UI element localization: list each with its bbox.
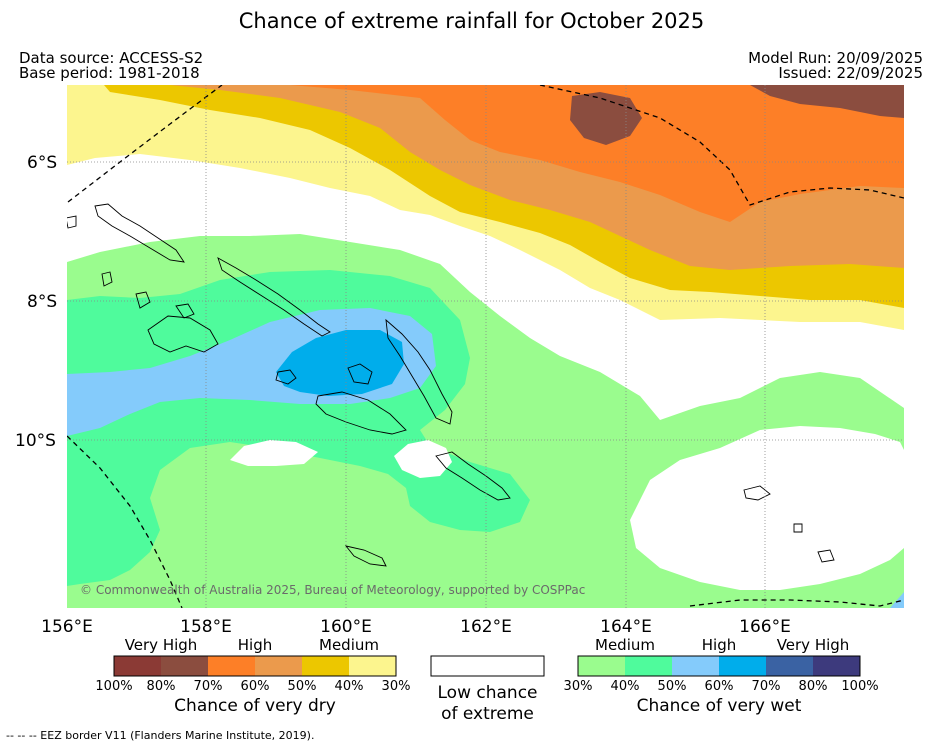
low-chance-hole-2 bbox=[394, 440, 452, 478]
dry-tick-100: 100% bbox=[95, 679, 133, 694]
russell-islands-coast bbox=[275, 369, 297, 385]
santa-isabel-coast bbox=[385, 318, 453, 425]
lat-label-6s: 6°S bbox=[27, 153, 57, 173]
malaita-coast bbox=[435, 451, 511, 501]
chart-title: Chance of extreme rainfall for October 2… bbox=[238, 9, 705, 33]
dry-tick-40: 40% bbox=[334, 679, 364, 694]
dry-swatch-100-80 bbox=[114, 656, 161, 676]
florida-islands-coast bbox=[347, 363, 373, 385]
choiseul-coast bbox=[217, 257, 331, 337]
wet-tick-80: 80% bbox=[798, 679, 828, 694]
dry-swatch-50-40 bbox=[302, 656, 349, 676]
wet-tick-60: 60% bbox=[704, 679, 734, 694]
lon-label-158e: 158°E bbox=[180, 617, 232, 637]
wet-swatch-40-50 bbox=[625, 656, 672, 676]
base-period-text: Base period: 1981-2018 bbox=[19, 64, 200, 82]
dry-swatch-80-70 bbox=[161, 656, 208, 676]
model-run-text: Model Run: 20/09/2025 bbox=[748, 49, 923, 67]
eez-borders bbox=[67, 85, 904, 608]
eez-border-vanuatu-north bbox=[539, 85, 904, 206]
dry-tick-30: 30% bbox=[381, 679, 411, 694]
lat-label-8s: 8°S bbox=[27, 292, 57, 312]
utupua-coast bbox=[793, 523, 803, 533]
wet-colorbar bbox=[577, 655, 861, 677]
lon-label-164e: 164°E bbox=[600, 617, 652, 637]
vella-lavella-coast bbox=[175, 303, 195, 319]
dry-very-high-region-1 bbox=[570, 92, 642, 145]
low-chance-swatch bbox=[430, 655, 545, 677]
wet-swatch-70-80 bbox=[766, 656, 813, 676]
wet-very-wet-core bbox=[276, 330, 404, 396]
dry-legend-title: Chance of very dry bbox=[174, 696, 336, 716]
wet-category-high: High bbox=[701, 636, 737, 654]
dry-high-region bbox=[290, 85, 904, 222]
dry-tick-60: 60% bbox=[240, 679, 270, 694]
santa-cruz-coast bbox=[743, 485, 771, 501]
low-chance-hole-3 bbox=[630, 426, 904, 590]
dry-colorbar bbox=[113, 655, 397, 677]
meta-right: Model Run: 20/09/2025 Issued: 22/09/2025 bbox=[748, 51, 923, 81]
guadalcanal-coast bbox=[315, 391, 407, 435]
dry-very-high-region-2 bbox=[750, 85, 904, 118]
rennell-coast bbox=[344, 545, 387, 567]
shortland-coast bbox=[101, 271, 113, 287]
dry-tick-50: 50% bbox=[287, 679, 317, 694]
wet-swatch-60-70 bbox=[719, 656, 766, 676]
wet-tick-40: 40% bbox=[610, 679, 640, 694]
dry-tick-70: 70% bbox=[193, 679, 223, 694]
wet-tick-100: 100% bbox=[841, 679, 879, 694]
wet-legend-title: Chance of very wet bbox=[636, 696, 802, 716]
dry-tick-80: 80% bbox=[146, 679, 176, 694]
wet-tick-50: 50% bbox=[657, 679, 687, 694]
meta-left: Data source: ACCESS-S2 Base period: 1981… bbox=[19, 51, 203, 81]
wet-swatch-80-100 bbox=[813, 656, 860, 676]
dry-swatch-70-60 bbox=[208, 656, 255, 676]
lon-label-166e: 166°E bbox=[739, 617, 791, 637]
dry-swatch-60-50 bbox=[255, 656, 302, 676]
wet-swatch-30-40 bbox=[578, 656, 625, 676]
low-chance-line1: Low chance bbox=[437, 683, 538, 703]
wet-swatch-50-60 bbox=[672, 656, 719, 676]
gridlines bbox=[67, 85, 904, 608]
dry-category-high: High bbox=[237, 636, 273, 654]
lon-label-156e: 156°E bbox=[41, 617, 93, 637]
lon-label-160e: 160°E bbox=[320, 617, 372, 637]
new-georgia-coast bbox=[147, 315, 219, 353]
ontong-java-coast bbox=[67, 215, 77, 229]
wet-category-medium: Medium bbox=[595, 636, 655, 654]
eez-border-png-south bbox=[67, 435, 183, 608]
copyright-text: © Commonwealth of Australia 2025, Bureau… bbox=[80, 583, 586, 597]
fauro-coast bbox=[135, 291, 151, 309]
vanikoro-coast bbox=[817, 549, 835, 563]
bougainville-coast bbox=[94, 203, 185, 263]
wet-tick-30: 30% bbox=[563, 679, 593, 694]
lat-label-10s: 10°S bbox=[15, 431, 56, 451]
low-chance-hole-1 bbox=[230, 440, 318, 466]
dry-swatch-40-30 bbox=[349, 656, 396, 676]
dry-category-very-high: Very High bbox=[124, 636, 198, 654]
map-area bbox=[67, 85, 904, 608]
lon-label-162e: 162°E bbox=[460, 617, 512, 637]
wet-category-very-high: Very High bbox=[776, 636, 850, 654]
wet-high-corner bbox=[890, 592, 904, 608]
data-source-text: Data source: ACCESS-S2 bbox=[19, 49, 204, 67]
wet-tick-70: 70% bbox=[751, 679, 781, 694]
low-chance-line2: of extreme bbox=[441, 704, 534, 724]
coastlines bbox=[67, 203, 835, 567]
dry-category-medium: Medium bbox=[319, 636, 379, 654]
issued-text: Issued: 22/09/2025 bbox=[778, 64, 923, 82]
eez-footnote: -- -- -- EEZ border V11 (Flanders Marine… bbox=[6, 729, 315, 742]
